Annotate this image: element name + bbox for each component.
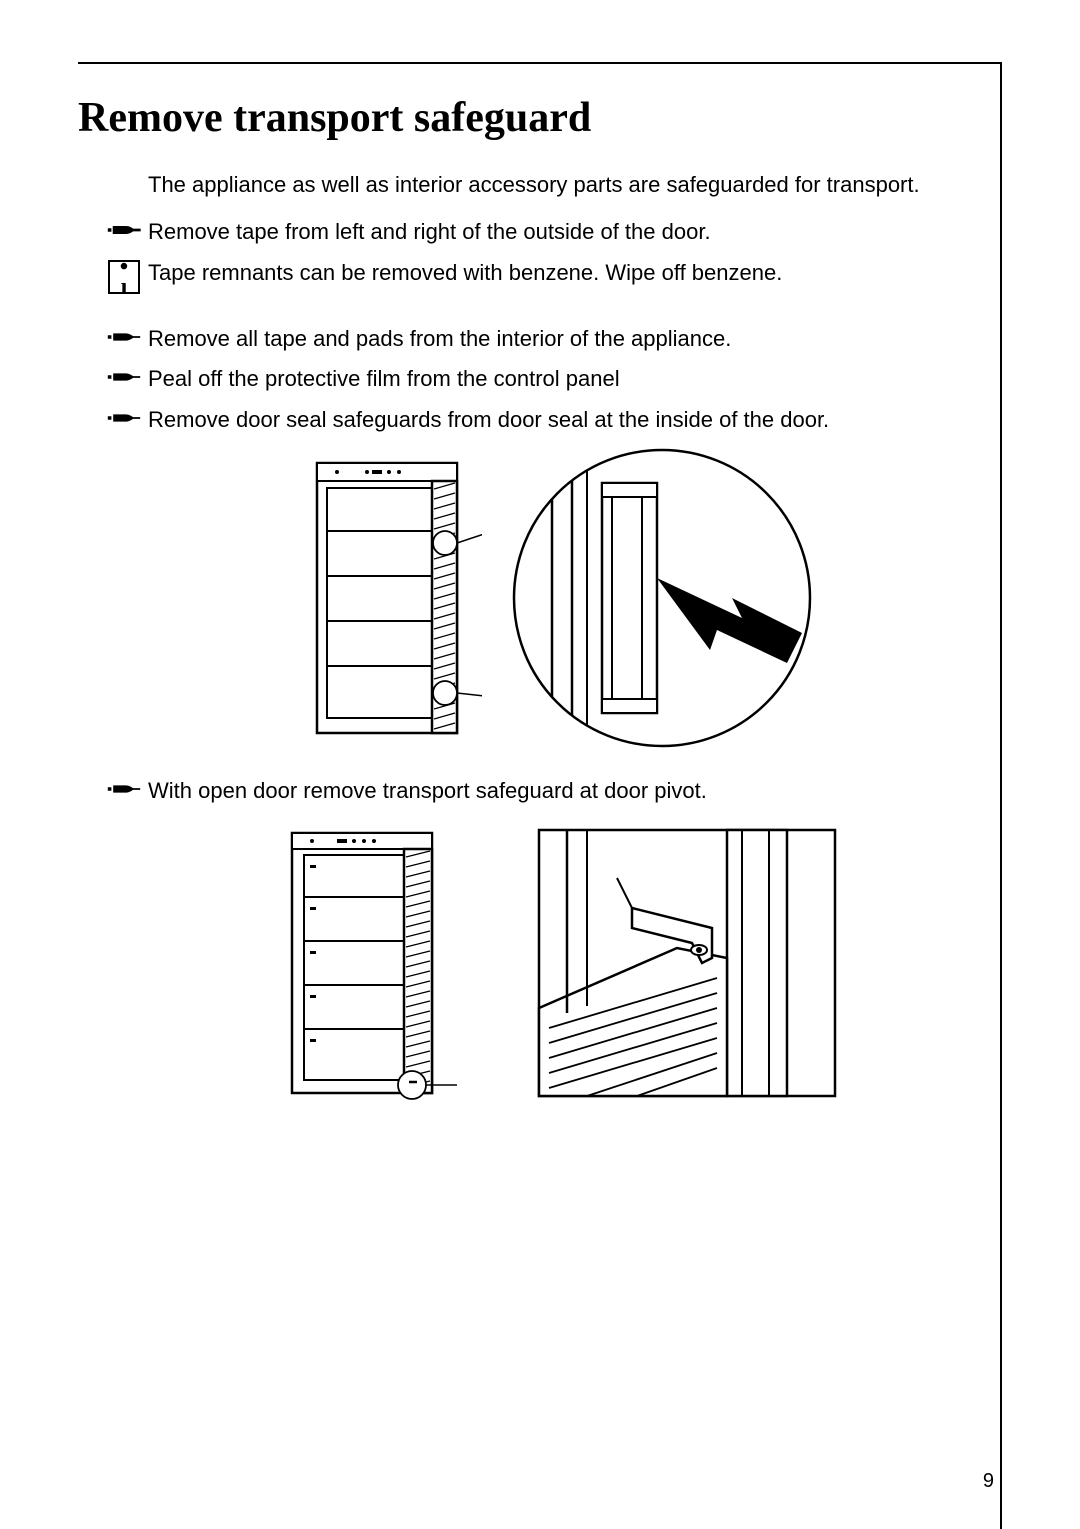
- figure-door-pivot: [148, 823, 970, 1103]
- appliance-front-diagram: [307, 453, 482, 743]
- pivot-detail-diagram: [537, 828, 837, 1098]
- instruction-row: With open door remove transport safeguar…: [148, 776, 970, 807]
- instruction-row: Remove all tape and pads from the interi…: [148, 324, 970, 355]
- instruction-text: Tape remnants can be removed with benzen…: [148, 258, 970, 289]
- door-seal-detail-diagram: [512, 448, 812, 748]
- instruction-row: Peal off the protective film from the co…: [148, 364, 970, 395]
- instruction-row: Remove door seal safeguards from door se…: [148, 405, 970, 436]
- info-icon: •ı: [100, 258, 148, 294]
- appliance-pivot-diagram: [282, 823, 457, 1103]
- hand-pointing-icon: [100, 217, 148, 241]
- instruction-text: Peal off the protective film from the co…: [148, 364, 970, 395]
- instruction-row: •ı Tape remnants can be removed with ben…: [148, 258, 970, 294]
- figure-door-seal: [148, 448, 970, 748]
- instruction-text: Remove all tape and pads from the interi…: [148, 324, 970, 355]
- instruction-text: Remove tape from left and right of the o…: [148, 217, 970, 248]
- hand-pointing-icon: [100, 364, 148, 388]
- hand-pointing-icon: [100, 405, 148, 429]
- hand-pointing-icon: [100, 324, 148, 348]
- instruction-text: Remove door seal safeguards from door se…: [148, 405, 970, 436]
- page-heading: Remove transport safeguard: [78, 94, 970, 142]
- content-block: The appliance as well as interior access…: [78, 170, 970, 1103]
- instruction-text: With open door remove transport safeguar…: [148, 776, 970, 807]
- instruction-row: Remove tape from left and right of the o…: [148, 217, 970, 248]
- intro-paragraph: The appliance as well as interior access…: [148, 170, 970, 201]
- page-frame: Remove transport safeguard The appliance…: [78, 62, 1002, 1529]
- hand-pointing-icon: [100, 776, 148, 800]
- page-number: 9: [983, 1470, 994, 1493]
